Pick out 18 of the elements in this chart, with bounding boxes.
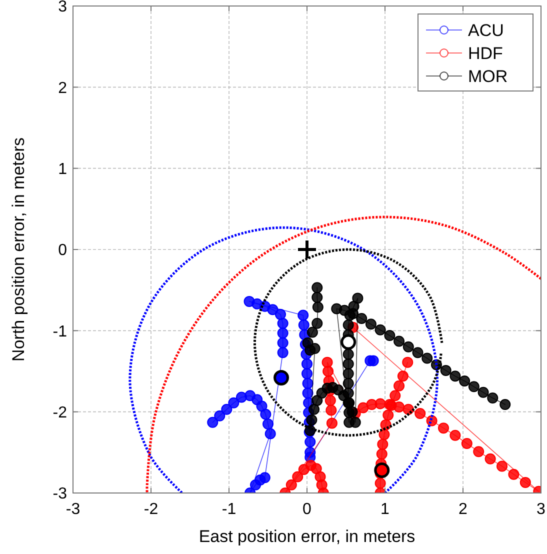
- y-tick-label: -1: [52, 323, 68, 340]
- y-tick-label: 2: [58, 80, 68, 97]
- x-tick-label: -2: [144, 501, 158, 518]
- y-tick-label: 3: [58, 0, 68, 16]
- legend-label: HDF: [468, 44, 503, 63]
- y-axis-title: North position error, in meters: [9, 138, 28, 362]
- x-tick-label: 3: [536, 501, 546, 518]
- x-axis-title: East position error, in meters: [198, 527, 416, 546]
- y-tick-label: -3: [52, 486, 68, 503]
- x-tick-label: 1: [380, 501, 390, 518]
- y-tick-label: 0: [58, 242, 68, 260]
- x-tick-label: -1: [222, 501, 236, 518]
- y-tick-label: -2: [52, 404, 68, 422]
- x-tick-label: 0: [302, 501, 312, 518]
- y-tick-label: 1: [58, 160, 68, 178]
- legend-label: MOR: [468, 66, 508, 86]
- legend-label: ACU: [468, 20, 504, 40]
- x-tick-label: 2: [458, 501, 468, 518]
